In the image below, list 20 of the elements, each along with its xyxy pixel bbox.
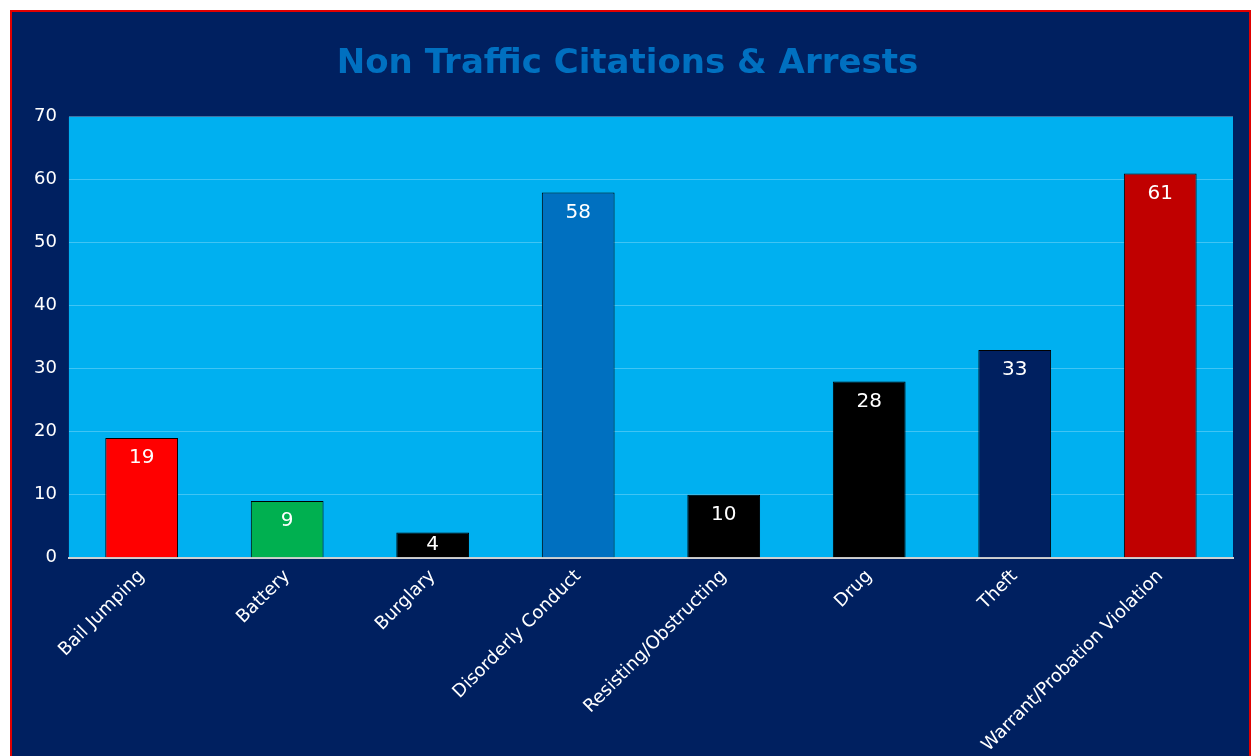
data-label: 28	[856, 387, 882, 412]
y-tick-label: 40	[34, 293, 57, 315]
y-tick-label: 30	[34, 356, 57, 378]
bar	[687, 494, 761, 558]
y-tick-label: 60	[34, 167, 57, 189]
data-label: 4	[426, 531, 440, 556]
y-tick-label: 0	[45, 545, 57, 567]
data-label: 10	[710, 501, 737, 526]
y-tick-label: 10	[34, 482, 57, 504]
data-label: 33	[1002, 356, 1028, 381]
y-tick-label: 50	[34, 230, 57, 252]
data-label: 58	[565, 198, 591, 223]
data-label: 19	[128, 444, 155, 469]
y-tick-label: 20	[34, 419, 57, 441]
chart-title: Non Traffic Citations & Arrests	[336, 41, 919, 82]
data-label: 61	[1147, 179, 1173, 204]
data-label: 9	[280, 507, 294, 532]
bar	[832, 381, 906, 558]
bar	[396, 532, 470, 558]
y-tick-label: 70	[34, 104, 57, 126]
